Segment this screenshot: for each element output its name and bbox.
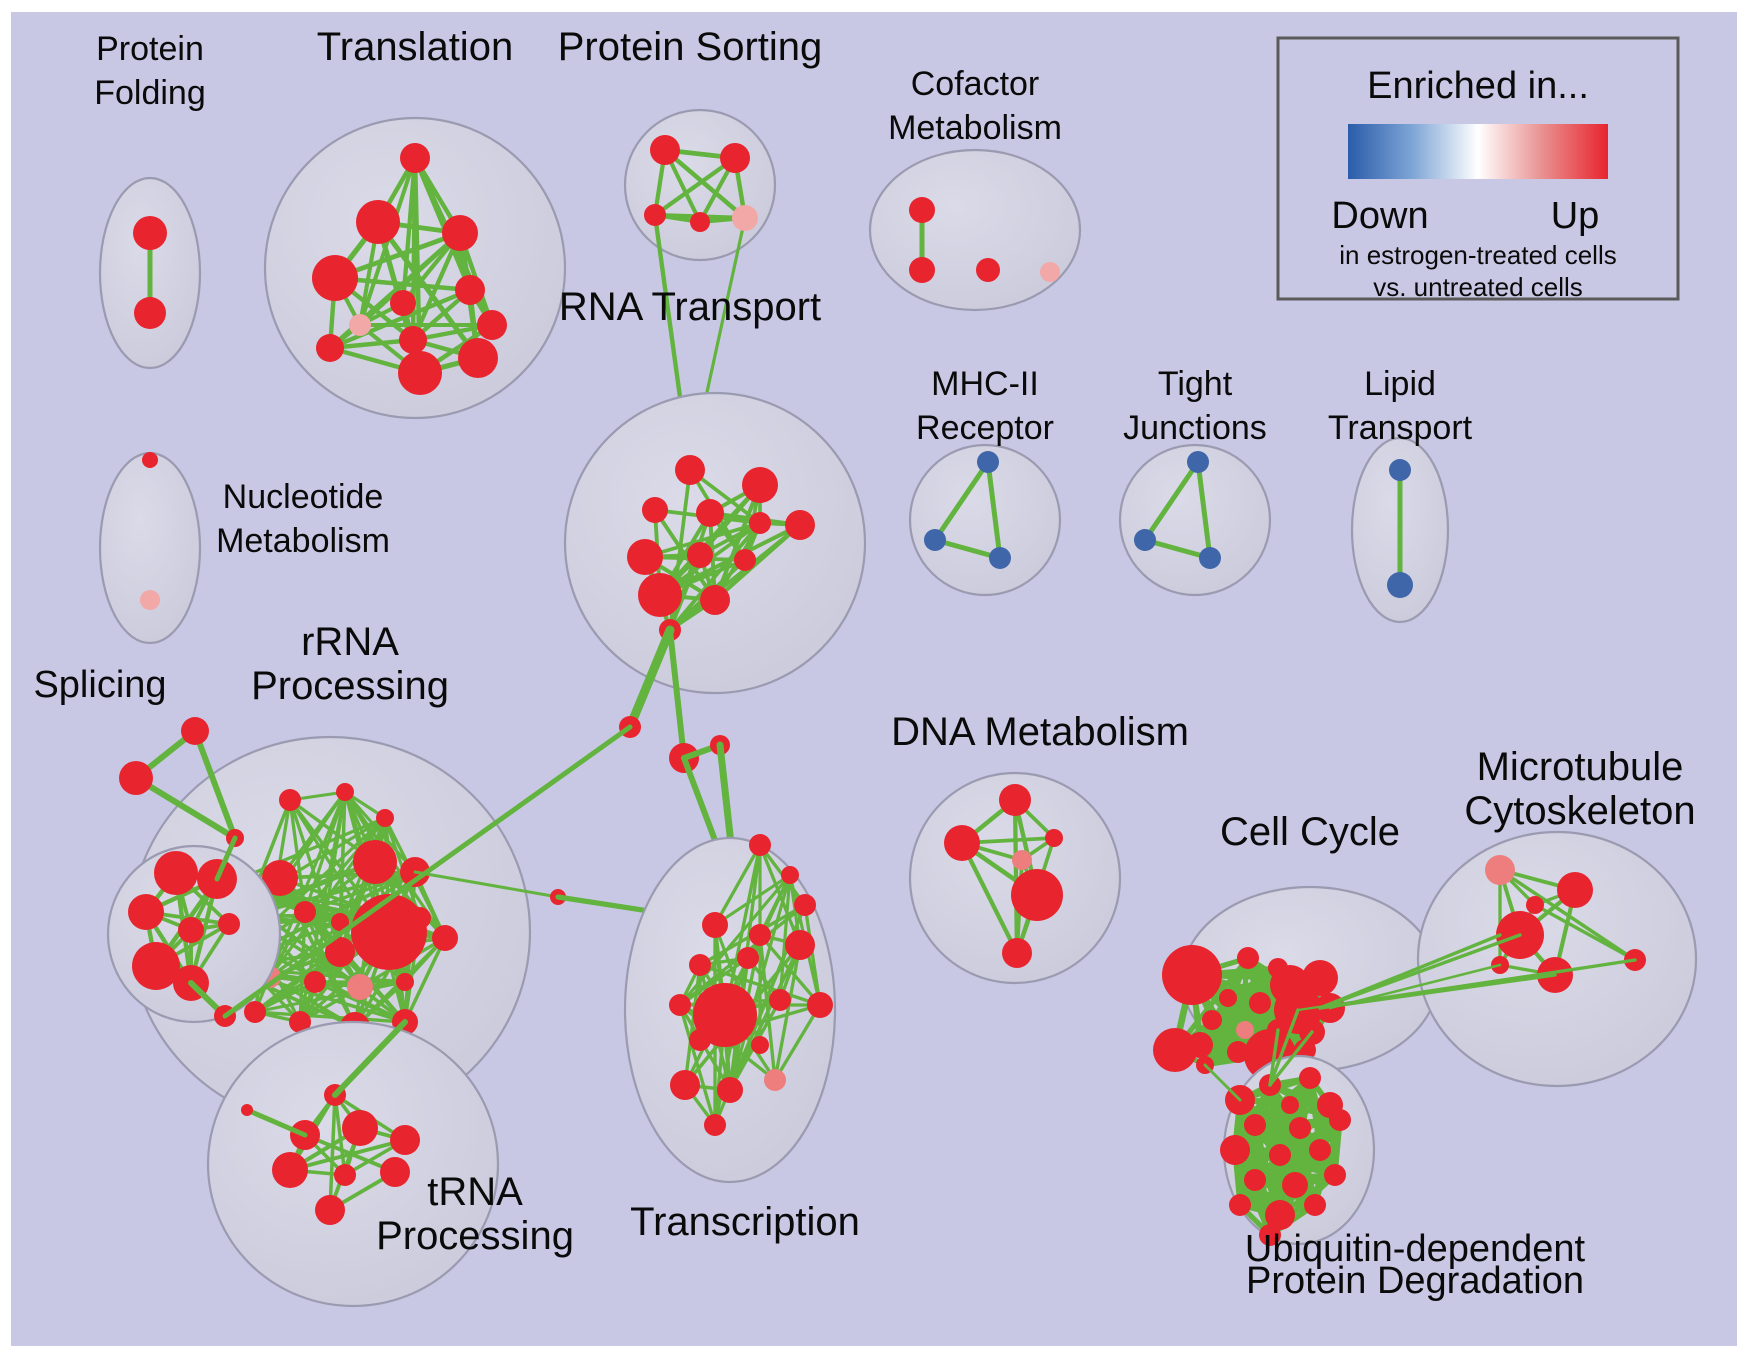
svg-text:Metabolism: Metabolism: [216, 522, 390, 560]
svg-text:Metabolism: Metabolism: [888, 109, 1062, 147]
svg-text:Lipid: Lipid: [1364, 365, 1436, 403]
svg-text:Cell Cycle: Cell Cycle: [1220, 810, 1400, 854]
svg-text:Junctions: Junctions: [1123, 409, 1267, 447]
svg-text:Nucleotide: Nucleotide: [223, 478, 384, 516]
svg-text:RNA Transport: RNA Transport: [559, 285, 821, 329]
svg-text:Transport: Transport: [1328, 409, 1473, 447]
svg-text:Microtubule: Microtubule: [1477, 745, 1684, 789]
svg-text:Processing: Processing: [376, 1214, 574, 1258]
svg-text:MHC-II: MHC-II: [931, 365, 1039, 403]
svg-text:Splicing: Splicing: [33, 664, 166, 706]
svg-text:Protein: Protein: [96, 30, 204, 68]
svg-text:Cytoskeleton: Cytoskeleton: [1464, 789, 1695, 833]
svg-text:Protein Degradation: Protein Degradation: [1246, 1260, 1584, 1302]
svg-text:Translation: Translation: [317, 25, 513, 69]
svg-text:DNA Metabolism: DNA Metabolism: [891, 710, 1189, 754]
svg-text:in estrogen-treated cells: in estrogen-treated cells: [1339, 240, 1616, 270]
svg-text:Transcription: Transcription: [630, 1200, 860, 1244]
svg-text:Folding: Folding: [94, 74, 206, 112]
svg-text:Up: Up: [1551, 195, 1600, 237]
svg-text:tRNA: tRNA: [427, 1170, 523, 1214]
svg-text:Processing: Processing: [251, 664, 449, 708]
svg-text:Tight: Tight: [1158, 365, 1233, 403]
svg-text:Down: Down: [1331, 195, 1428, 237]
svg-text:Protein Sorting: Protein Sorting: [558, 25, 823, 69]
svg-text:vs. untreated cells: vs. untreated cells: [1373, 272, 1583, 302]
svg-text:Cofactor: Cofactor: [911, 65, 1040, 103]
svg-text:Receptor: Receptor: [916, 409, 1054, 447]
svg-text:Enriched in...: Enriched in...: [1367, 65, 1589, 107]
svg-text:rRNA: rRNA: [301, 620, 399, 664]
